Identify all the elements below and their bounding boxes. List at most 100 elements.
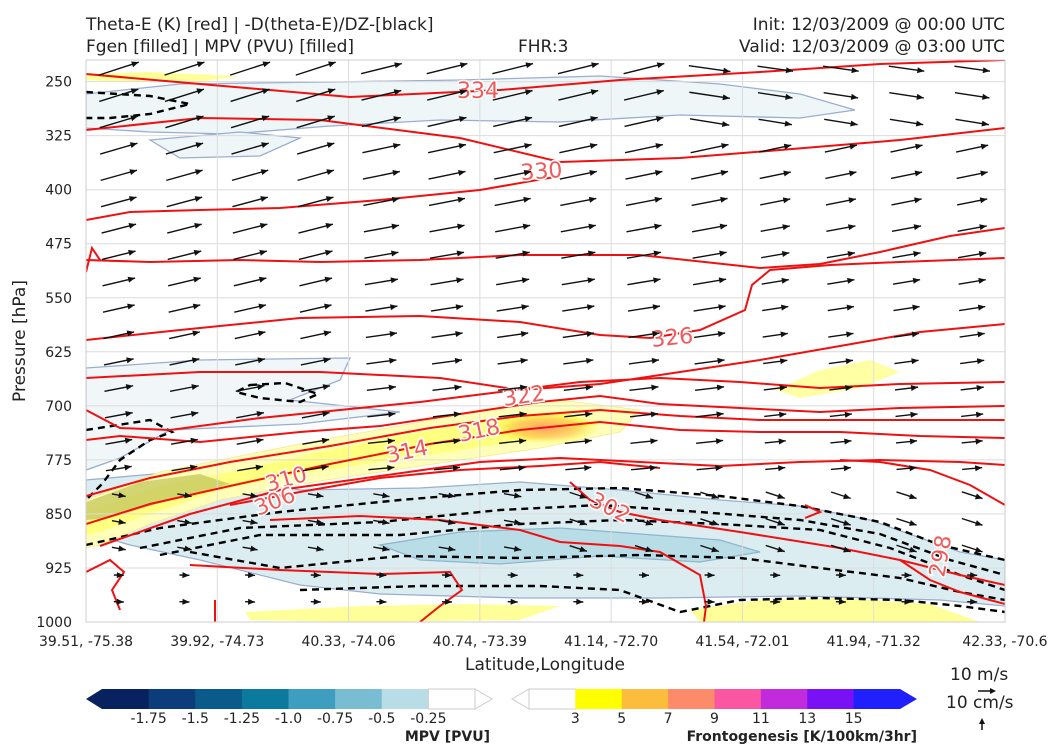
y-tick-label: 475 bbox=[45, 237, 72, 253]
valid-time: Valid: 12/03/2009 @ 03:00 UTC bbox=[739, 37, 1005, 57]
wind-vector bbox=[364, 250, 399, 259]
wind-vector bbox=[299, 303, 332, 313]
wind-key-vertical-arrowhead bbox=[979, 718, 985, 724]
wind-vector bbox=[300, 330, 332, 340]
wind-vector bbox=[954, 65, 991, 74]
wind-vector bbox=[426, 62, 468, 75]
wind-vector bbox=[360, 62, 402, 75]
wind-vector bbox=[569, 545, 588, 553]
wind-vector bbox=[177, 518, 192, 525]
wind-vector bbox=[760, 224, 790, 232]
title-line-2: Fgen [filled] | MPV (PVU) [filled] bbox=[86, 37, 355, 57]
wind-vector bbox=[171, 464, 198, 472]
wind-vector bbox=[557, 62, 599, 75]
wind-vector bbox=[230, 115, 270, 129]
wind-vector bbox=[822, 65, 859, 74]
wind-vector bbox=[498, 384, 528, 392]
wind-vector bbox=[179, 598, 190, 605]
dashed-contour-1 bbox=[86, 486, 1005, 562]
wind-vector bbox=[179, 572, 190, 579]
wind-vector bbox=[891, 197, 922, 206]
wind-vector bbox=[829, 385, 853, 391]
mpv-colorbar-cell bbox=[335, 689, 383, 709]
y-tick-label: 1000 bbox=[36, 615, 72, 631]
wind-vector bbox=[113, 572, 124, 579]
wind-vector bbox=[503, 545, 522, 552]
wind-vector bbox=[764, 411, 787, 418]
wind-vector bbox=[433, 464, 461, 471]
contour-label-326: 326 bbox=[650, 324, 694, 353]
wind-vector bbox=[957, 224, 987, 232]
wind-vector bbox=[430, 277, 464, 286]
wind-vector bbox=[295, 61, 336, 76]
wind-vector bbox=[373, 492, 390, 499]
x-tick-label: 40.74, -73.39 bbox=[433, 634, 527, 650]
fgen-colorbar-cell bbox=[760, 689, 808, 709]
fgen-colorbar-cell bbox=[853, 689, 901, 709]
dashed-contour-3 bbox=[159, 518, 1005, 592]
wind-vector bbox=[688, 65, 731, 74]
plot-area: 334 330 326 322 318 314 310 306 302 298 bbox=[86, 60, 1005, 622]
wind-vector bbox=[770, 598, 781, 605]
fgen-colorbar-cell bbox=[621, 689, 669, 709]
wind-vector bbox=[431, 331, 463, 339]
wind-vector bbox=[759, 143, 792, 153]
wind-vector bbox=[634, 518, 654, 526]
fgen-tick-label: 7 bbox=[664, 711, 673, 727]
wind-vector bbox=[896, 544, 917, 553]
wind-vector bbox=[564, 411, 593, 418]
wind-vector bbox=[955, 118, 989, 127]
fgen-colorbar-left-arrow bbox=[511, 688, 530, 710]
wind-vector bbox=[99, 115, 139, 129]
wind-vector bbox=[166, 196, 203, 208]
y-tick-label: 550 bbox=[45, 291, 72, 307]
theta-e-334 bbox=[86, 60, 1005, 99]
mpv-region-upper-2 bbox=[147, 131, 303, 159]
dashed-contour-5 bbox=[299, 584, 1005, 614]
wind-vector bbox=[761, 277, 789, 285]
fgen-fill bbox=[86, 72, 980, 622]
wind-key-vertical-label: 10 cm/s bbox=[946, 693, 1014, 713]
fgen-tick-label: 13 bbox=[798, 711, 816, 727]
wind-vector bbox=[365, 331, 398, 339]
wind-vector bbox=[366, 357, 397, 365]
wind-vector bbox=[573, 598, 584, 605]
x-tick-label: 41.14, -72.70 bbox=[564, 634, 658, 650]
wind-vector bbox=[634, 544, 654, 553]
wind-vector bbox=[573, 572, 584, 579]
mpv-colorbar-cell bbox=[241, 689, 289, 709]
wind-vector bbox=[695, 411, 724, 418]
wind-vector bbox=[961, 544, 983, 553]
wind-vector bbox=[700, 518, 720, 526]
wind-vector bbox=[297, 196, 334, 208]
wind-vector bbox=[829, 411, 853, 418]
wind-vector bbox=[704, 572, 715, 579]
wind-vector bbox=[231, 169, 269, 182]
wind-vector bbox=[634, 491, 654, 499]
wind-vector bbox=[168, 303, 201, 313]
wind-vector bbox=[763, 385, 787, 391]
wind-vector bbox=[692, 277, 727, 286]
wind-vector bbox=[105, 464, 132, 472]
wind-vector bbox=[242, 518, 258, 525]
wind-vector bbox=[298, 222, 334, 234]
wind-vector bbox=[368, 464, 395, 471]
wind-vector bbox=[889, 118, 924, 127]
wind-vector bbox=[245, 598, 256, 605]
fgen-tick-label: 9 bbox=[710, 711, 719, 727]
y-tick-label: 700 bbox=[45, 399, 72, 415]
wind-vector bbox=[892, 251, 921, 259]
wind-vector bbox=[242, 492, 258, 499]
dashed-contour-4 bbox=[189, 550, 1005, 602]
theta-e-298f bbox=[899, 559, 1005, 605]
theta-e-310 bbox=[86, 408, 1005, 497]
wind-vector bbox=[625, 196, 663, 207]
wind-vector bbox=[101, 249, 136, 261]
wind-vector bbox=[236, 410, 265, 419]
dashed-contour-top bbox=[86, 90, 191, 120]
wind-vector bbox=[100, 142, 138, 155]
wind-vector bbox=[830, 438, 852, 445]
wind-vector bbox=[956, 143, 989, 153]
theta-e-322 bbox=[86, 323, 1005, 392]
wind-vector bbox=[901, 572, 912, 579]
